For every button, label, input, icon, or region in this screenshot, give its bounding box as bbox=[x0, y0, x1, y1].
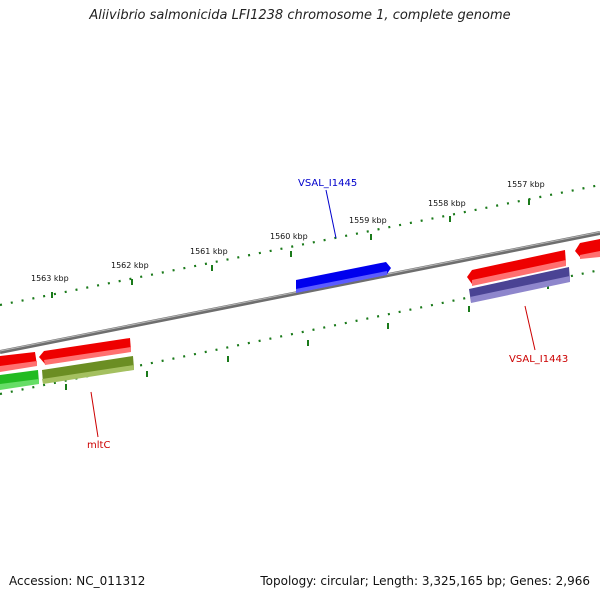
label-mltc: mltC bbox=[87, 440, 110, 451]
tick-label-1559: 1559 kbp bbox=[349, 216, 387, 225]
tick-label-1563: 1563 kbp bbox=[31, 274, 69, 283]
tick-label-1560: 1560 kbp bbox=[270, 232, 308, 241]
outer-major-ticks bbox=[51, 199, 530, 298]
connector-vsal-i1443 bbox=[524, 305, 536, 351]
connector-mltc bbox=[90, 391, 99, 438]
tick-label-1557: 1557 kbp bbox=[507, 180, 545, 189]
accession-text: Accession: NC_011312 bbox=[9, 574, 146, 588]
chromosome-backbone bbox=[0, 231, 600, 354]
tick-label-1562: 1562 kbp bbox=[111, 261, 149, 270]
label-vsal-i1443: VSAL_I1443 bbox=[509, 354, 568, 365]
map-title: Aliivibrio salmonicida LFI1238 chromosom… bbox=[89, 8, 511, 23]
tick-label-1558: 1558 kbp bbox=[428, 199, 466, 208]
tick-label-1561: 1561 kbp bbox=[190, 247, 228, 256]
connector-vsal-i1445 bbox=[325, 189, 337, 239]
gene-red-right[interactable] bbox=[467, 250, 566, 284]
genome-summary-text: Topology: circular; Length: 3,325,165 bp… bbox=[260, 574, 590, 588]
label-vsal-i1445: VSAL_I1445 bbox=[298, 178, 357, 189]
